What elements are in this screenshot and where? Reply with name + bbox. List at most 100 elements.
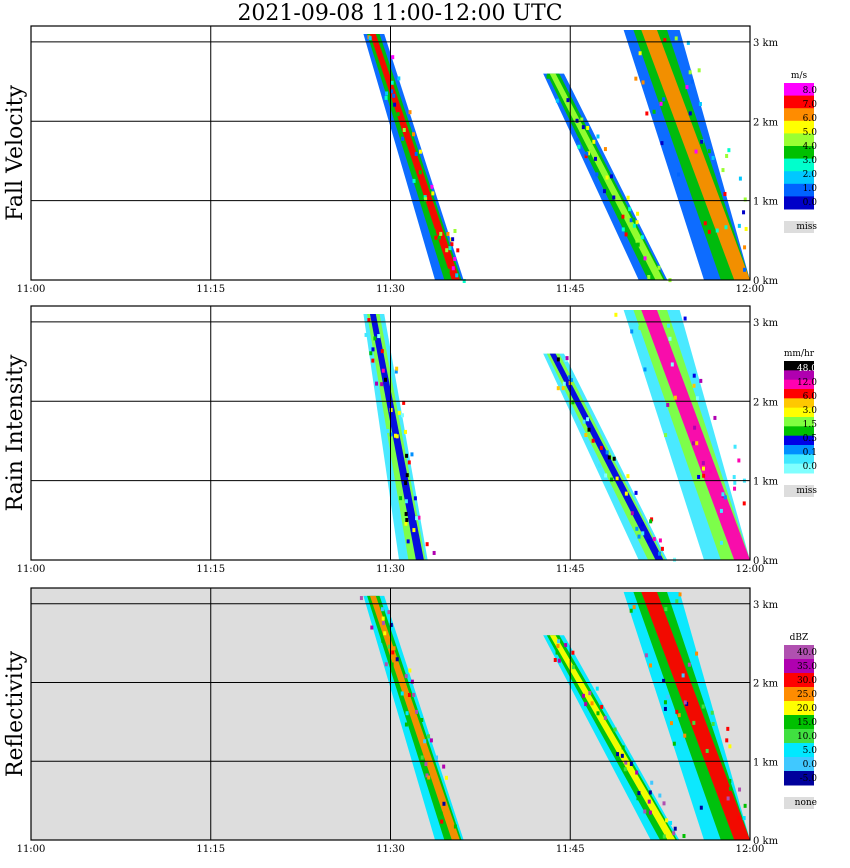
- precip-pixel: [615, 476, 619, 481]
- figure-title: 2021-09-08 11:00-12:00 UTC: [237, 1, 563, 26]
- precip-pixel: [643, 809, 647, 814]
- precip-pixel: [394, 369, 398, 374]
- precip-pixel: [387, 610, 391, 615]
- precip-pixel: [737, 816, 741, 821]
- precip-pixel: [446, 268, 450, 273]
- y-tick-label: 1 km: [753, 197, 779, 208]
- precip-pixel: [691, 441, 695, 446]
- precip-pixel: [614, 312, 618, 317]
- precip-pixel: [742, 816, 746, 821]
- precip-pixel: [699, 805, 703, 810]
- precip-pixel: [564, 643, 568, 648]
- precip-pixel: [425, 773, 429, 778]
- precip-pixel: [557, 639, 561, 644]
- colorbar-swatch: [784, 687, 814, 702]
- precip-pixel: [392, 93, 396, 98]
- precip-pixel: [677, 172, 681, 177]
- precip-pixel: [546, 74, 550, 79]
- precip-pixel: [695, 441, 699, 446]
- colorbar-label: 2.0: [803, 170, 818, 180]
- precip-pixel: [693, 425, 697, 430]
- precip-pixel: [623, 767, 627, 772]
- precip-pixel: [605, 450, 609, 455]
- x-tick-label: 12:00: [736, 844, 765, 855]
- precip-pixel: [397, 76, 401, 81]
- precip-pixel: [410, 452, 414, 457]
- precip-pixel: [742, 501, 746, 506]
- colorbar-swatch: [784, 715, 814, 730]
- colorbar-label: 6.0: [803, 392, 818, 402]
- colorbar-swatch: [784, 120, 814, 134]
- precip-pixel: [697, 474, 701, 479]
- precip-pixel: [404, 429, 408, 434]
- precip-pixel: [557, 658, 561, 663]
- colorbar-swatch: [784, 407, 814, 418]
- colorbar-missing-label: miss: [796, 486, 817, 496]
- precip-pixel: [381, 368, 385, 373]
- precip-pixel: [590, 701, 594, 706]
- precip-pixel: [629, 218, 633, 223]
- precip-pixel: [725, 738, 729, 743]
- precip-pixel: [733, 486, 737, 491]
- precip-pixel: [698, 102, 702, 107]
- x-tick-label: 11:45: [556, 284, 585, 295]
- precip-pixel: [431, 191, 435, 196]
- colorbar-swatch: [784, 95, 814, 109]
- x-tick-label: 11:00: [17, 284, 46, 295]
- precip-pixel: [641, 80, 645, 85]
- precip-pixel: [556, 644, 560, 649]
- panel-1: 11:00 11:15 11:30 11:45 12:000 km 1 km 2 km 3 k…: [3, 25, 818, 295]
- precip-pixel: [401, 136, 405, 141]
- precip-pixel: [412, 132, 416, 137]
- colorbar-label: 4.0: [803, 142, 818, 152]
- precip-pixel: [377, 334, 381, 339]
- precip-pixel: [667, 323, 671, 328]
- plot-frame: [30, 587, 751, 841]
- colorbar-swatch: [784, 645, 814, 660]
- precip-pixel: [621, 745, 625, 750]
- y-tick-label: 2 km: [753, 397, 779, 408]
- colorbar-label: 0.0: [803, 462, 818, 472]
- precip-pixel: [711, 721, 715, 726]
- y-tick-label: 0 km: [753, 276, 779, 287]
- precip-pixel: [380, 607, 384, 612]
- precip-pixel: [647, 799, 651, 804]
- precip-pixel: [638, 325, 642, 330]
- precip-pixel: [439, 231, 443, 236]
- precip-pixel: [450, 242, 454, 247]
- x-tick-label: 11:15: [196, 844, 225, 855]
- precip-pixel: [701, 461, 705, 466]
- precip-pixel: [715, 228, 719, 233]
- precip-pixel: [697, 68, 701, 73]
- colorbar-label: 10.0: [797, 732, 817, 742]
- precip-pixel: [373, 336, 377, 341]
- precip-pixel: [626, 195, 630, 200]
- x-tick-label: 11:30: [376, 564, 405, 575]
- precip-pixel: [369, 351, 373, 356]
- precip-pixel: [567, 659, 571, 664]
- precip-pixel: [381, 616, 385, 621]
- precip-pixel: [444, 775, 448, 780]
- colorbar-swatch: [784, 771, 814, 786]
- precip-pixel: [641, 531, 645, 536]
- panel-label: Fall Velocity: [3, 85, 28, 221]
- precip-pixel: [723, 192, 727, 197]
- precip-pixel: [662, 97, 666, 102]
- precip-pixel: [389, 432, 393, 437]
- precip-pixel: [404, 722, 408, 727]
- precip-pixel: [432, 229, 436, 234]
- precip-pixel: [390, 80, 394, 85]
- precip-streak-2-layer-3: [549, 353, 664, 560]
- precip-pixel: [586, 417, 590, 422]
- precip-pixel: [393, 433, 397, 438]
- colorbar-label: 20.0: [797, 704, 817, 714]
- colorbar-label: 3.0: [803, 156, 818, 166]
- precip-pixel: [420, 755, 424, 760]
- precip-pixel: [442, 764, 446, 769]
- precip-pixel: [587, 427, 591, 432]
- precip-pixel: [695, 651, 699, 656]
- precip-pixel: [636, 796, 640, 801]
- precip-pixel: [603, 147, 607, 152]
- precip-pixel: [427, 734, 431, 739]
